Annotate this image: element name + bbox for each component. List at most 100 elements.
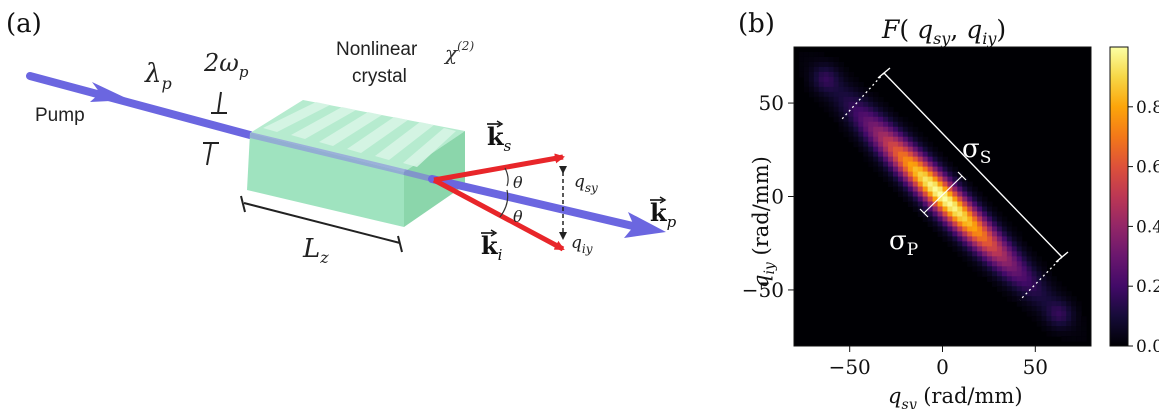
heatmap-cell	[962, 186, 968, 193]
heatmap-cell	[848, 86, 854, 93]
heatmap-cell	[962, 181, 968, 188]
heatmap-cell	[1031, 311, 1038, 317]
heatmap-cell	[937, 206, 944, 213]
heatmap-cell	[1016, 296, 1023, 302]
heatmap-cell	[1026, 296, 1033, 302]
heatmap-cell	[987, 276, 993, 282]
heatmap-cell	[912, 201, 919, 208]
heatmap-cell	[1006, 286, 1013, 292]
heatmap-cell	[947, 176, 953, 183]
heatmap-cell	[907, 166, 914, 173]
heatmap-cell	[897, 151, 904, 158]
heatmap-cell	[858, 111, 864, 118]
length-marker	[240, 195, 403, 253]
heatmap-cell	[868, 136, 874, 143]
heatmap-cell	[1016, 246, 1023, 252]
heatmap-cell	[1036, 296, 1043, 302]
heatmap-cell	[1036, 301, 1043, 307]
heatmap-cell	[1066, 321, 1072, 327]
heatmap-cell	[912, 161, 919, 168]
heatmap-cell	[878, 121, 884, 128]
heatmap-cell	[1011, 276, 1018, 282]
heatmap-cell	[977, 206, 983, 213]
heatmap-cell	[942, 171, 949, 178]
heatmap-cell	[863, 91, 869, 98]
heatmap-cell	[853, 141, 859, 148]
heatmap-cell	[843, 86, 850, 93]
heatmap-cell	[863, 111, 869, 118]
heatmap-cell	[1041, 276, 1048, 282]
heatmap-cell	[927, 201, 934, 208]
heatmap-cell	[828, 76, 835, 83]
heatmap-title: F( qsy, qiy)	[881, 15, 1006, 48]
heatmap-cell	[838, 96, 845, 103]
heatmap-cell	[1041, 271, 1048, 277]
sigma-s-dotted-bottom	[1019, 256, 1063, 301]
heatmap-cell	[992, 246, 998, 252]
heatmap-cell	[1056, 316, 1062, 322]
heatmap-cell	[1061, 296, 1067, 302]
heatmap-cell	[843, 76, 850, 83]
heatmap-cell	[967, 181, 973, 188]
heatmap-cell	[942, 186, 949, 193]
heatmap-cell	[972, 226, 978, 232]
pump-beam-out	[428, 175, 654, 234]
heatmap-cell	[1061, 311, 1067, 317]
heatmap-cell	[1071, 296, 1077, 302]
heatmap-cell	[823, 101, 830, 108]
heatmap-cell	[996, 246, 1003, 252]
crystal-label-line1: Nonlinear	[336, 39, 418, 60]
heatmap-cell	[942, 166, 949, 173]
heatmap-cell	[902, 181, 909, 188]
heatmap-cell	[917, 201, 924, 208]
heatmap-cell	[1056, 301, 1062, 307]
heatmap-cell	[813, 71, 820, 78]
heatmap-cell	[897, 131, 904, 138]
heatmap-cell	[1066, 326, 1072, 332]
heatmap-cell	[893, 161, 899, 168]
heatmap-cell	[947, 166, 953, 173]
heatmap-cell	[1061, 286, 1067, 292]
heatmap-cell	[813, 66, 820, 73]
heatmap-cell	[947, 226, 953, 232]
heatmap-cell	[858, 96, 864, 103]
heatmap-cell	[1076, 331, 1082, 337]
heatmap-cell	[848, 96, 854, 103]
heatmap-cell	[873, 146, 879, 153]
heatmap-cell	[927, 171, 934, 178]
heatmap-cell	[853, 101, 859, 108]
heatmap-cell	[858, 146, 864, 153]
heatmap-cell	[1036, 291, 1043, 297]
colorbar-tick-label: 0.2	[1136, 277, 1159, 297]
heatmap-cell	[803, 71, 810, 78]
lambda-p-label: λp	[144, 59, 172, 93]
heatmap-cell	[1031, 316, 1038, 322]
heatmap-cell	[907, 136, 914, 143]
heatmap-cell	[1016, 271, 1023, 277]
heatmap-cell	[873, 156, 879, 163]
heatmap-cell	[853, 86, 859, 93]
heatmap-cell	[972, 241, 978, 247]
heatmap-cell	[987, 206, 993, 213]
heatmap-cell	[942, 231, 949, 237]
heatmap-cell	[912, 196, 919, 203]
heatmap-cell	[868, 161, 874, 168]
heatmap-cell	[987, 241, 993, 247]
colorbar	[1109, 46, 1129, 347]
heatmap-cell	[977, 196, 983, 203]
heatmap-cell	[947, 186, 953, 193]
heatmap-cell	[893, 131, 899, 138]
heatmap-cell	[1021, 281, 1028, 287]
heatmap-cell	[1046, 331, 1052, 337]
heatmap-cell	[833, 66, 840, 73]
heatmap-cell	[1001, 286, 1008, 292]
heatmap-cell	[1036, 286, 1043, 292]
heatmap-cell	[863, 141, 869, 148]
heatmap-cell	[868, 151, 874, 158]
heatmap-cell	[912, 136, 919, 143]
heatmap-cell	[823, 66, 830, 73]
panel-b: (b) F( qsy, qiy) σS σP −50 0 50 50 0 −50	[738, 9, 1159, 409]
heatmap-cell	[808, 66, 815, 73]
heatmap-cell	[912, 206, 919, 213]
heatmap-cell	[1016, 231, 1023, 237]
